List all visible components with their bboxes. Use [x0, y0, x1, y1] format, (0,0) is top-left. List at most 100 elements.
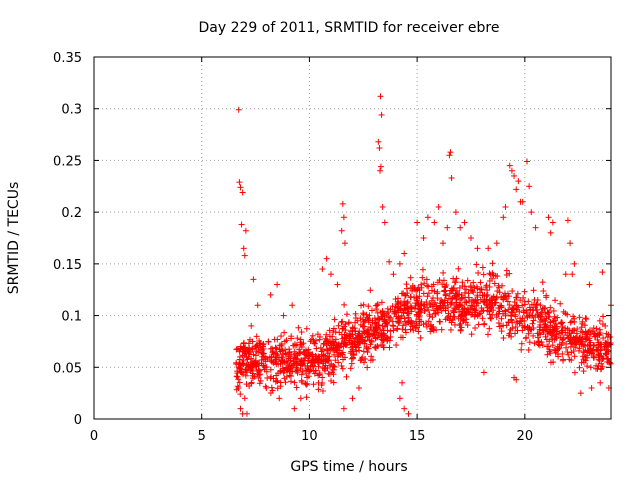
- data-point: [335, 322, 342, 329]
- data-point: [425, 318, 432, 325]
- data-point: [414, 219, 421, 226]
- data-point: [319, 387, 326, 394]
- data-point: [447, 299, 454, 306]
- data-point: [493, 240, 500, 247]
- data-point: [237, 405, 244, 412]
- data-point: [236, 179, 243, 186]
- data-point: [326, 327, 333, 334]
- data-point: [412, 300, 419, 307]
- data-point: [403, 285, 410, 292]
- data-point: [479, 315, 486, 322]
- data-point: [262, 364, 269, 371]
- data-point: [379, 336, 386, 343]
- data-point: [390, 322, 397, 329]
- data-point: [504, 290, 511, 297]
- data-point: [333, 347, 340, 354]
- data-point: [427, 328, 434, 335]
- data-point: [455, 265, 462, 272]
- data-point: [434, 305, 441, 312]
- data-point: [328, 377, 335, 384]
- data-point: [439, 281, 446, 288]
- data-point: [390, 271, 397, 278]
- data-point: [451, 294, 458, 301]
- data-point: [297, 395, 304, 402]
- data-point: [521, 298, 528, 305]
- data-point: [500, 335, 507, 342]
- data-point: [237, 343, 244, 350]
- data-point: [283, 373, 290, 380]
- data-point: [470, 279, 477, 286]
- y-tick-label: 0.15: [53, 258, 82, 273]
- data-point: [242, 344, 249, 351]
- data-point: [534, 334, 541, 341]
- data-point: [588, 350, 595, 357]
- data-point: [395, 318, 402, 325]
- data-point: [375, 315, 382, 322]
- data-point: [287, 368, 294, 375]
- y-tick-label: 0.2: [61, 206, 82, 221]
- data-point: [580, 356, 587, 363]
- data-point: [545, 310, 552, 317]
- data-point: [272, 359, 279, 366]
- data-point: [599, 269, 606, 276]
- data-point: [311, 370, 318, 377]
- data-point: [457, 327, 464, 334]
- data-point: [483, 296, 490, 303]
- data-point: [459, 306, 466, 313]
- data-point: [496, 284, 503, 291]
- data-point: [349, 331, 356, 338]
- data-point: [442, 307, 449, 314]
- data-point: [504, 298, 511, 305]
- data-point: [461, 289, 468, 296]
- data-point: [586, 337, 593, 344]
- data-point: [438, 326, 445, 333]
- data-point: [521, 288, 528, 295]
- data-point: [240, 339, 247, 346]
- data-point: [312, 367, 319, 374]
- data-point: [593, 325, 600, 332]
- data-point: [407, 274, 414, 281]
- data-point: [432, 311, 439, 318]
- data-point: [426, 300, 433, 307]
- data-point: [513, 294, 520, 301]
- data-point: [380, 330, 387, 337]
- data-point: [502, 203, 509, 210]
- data-point: [278, 333, 285, 340]
- data-point: [519, 302, 526, 309]
- data-point: [590, 342, 597, 349]
- data-point: [255, 374, 262, 381]
- data-point: [265, 338, 272, 345]
- data-point: [419, 274, 426, 281]
- data-point: [289, 302, 296, 309]
- data-point: [459, 283, 466, 290]
- data-point: [336, 329, 343, 336]
- y-tick-label: 0.05: [53, 361, 82, 376]
- data-point: [583, 333, 590, 340]
- data-point: [271, 336, 278, 343]
- data-point: [513, 186, 520, 193]
- data-point: [534, 330, 541, 337]
- data-point: [446, 152, 453, 159]
- data-point: [474, 296, 481, 303]
- data-point: [552, 349, 559, 356]
- data-point: [538, 309, 545, 316]
- data-point: [248, 322, 255, 329]
- data-point: [490, 307, 497, 314]
- data-point: [394, 325, 401, 332]
- data-point: [443, 292, 450, 299]
- data-point: [539, 342, 546, 349]
- data-point: [377, 93, 384, 100]
- data-point: [336, 344, 343, 351]
- data-point: [267, 345, 274, 352]
- x-tick-label: 10: [301, 429, 318, 444]
- data-point: [242, 227, 249, 234]
- data-point: [500, 295, 507, 302]
- data-point: [276, 395, 283, 402]
- data-point: [500, 322, 507, 329]
- data-point: [576, 314, 583, 321]
- data-point: [448, 175, 455, 182]
- data-point: [435, 203, 442, 210]
- data-point: [526, 183, 533, 190]
- data-point: [420, 290, 427, 297]
- data-point: [486, 277, 493, 284]
